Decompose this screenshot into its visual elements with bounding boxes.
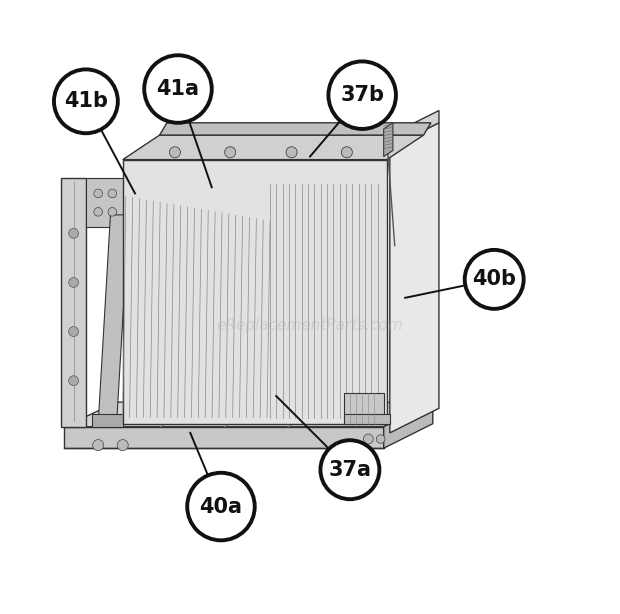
Circle shape [286,147,297,158]
Polygon shape [384,402,433,448]
Circle shape [108,208,117,216]
Circle shape [187,473,255,540]
Circle shape [144,55,212,123]
Circle shape [69,228,79,238]
Circle shape [224,147,236,158]
Text: 41a: 41a [156,79,200,99]
Polygon shape [64,402,433,427]
Polygon shape [86,178,126,227]
Polygon shape [384,123,393,157]
Polygon shape [123,135,423,160]
Text: eReplacementParts.com: eReplacementParts.com [216,318,404,333]
Circle shape [69,376,79,386]
Text: 41b: 41b [64,91,108,111]
Text: 40a: 40a [200,497,242,516]
Circle shape [108,189,117,198]
Circle shape [342,147,352,158]
Polygon shape [92,414,123,427]
Circle shape [376,435,385,443]
Polygon shape [343,414,390,424]
Circle shape [363,434,373,444]
Circle shape [69,327,79,336]
Circle shape [329,61,396,129]
Circle shape [54,69,118,133]
Polygon shape [390,123,439,433]
Text: 37a: 37a [329,460,371,480]
Polygon shape [159,123,431,135]
Polygon shape [390,111,439,147]
Polygon shape [343,393,384,418]
Circle shape [117,440,128,451]
Circle shape [69,278,79,287]
Polygon shape [98,215,129,424]
Circle shape [94,189,102,198]
Circle shape [94,208,102,216]
Polygon shape [61,178,86,427]
Polygon shape [123,160,387,424]
Text: 40b: 40b [472,270,516,289]
Circle shape [92,440,104,451]
Circle shape [465,250,524,309]
Circle shape [321,440,379,499]
Text: 37b: 37b [340,85,384,105]
Polygon shape [64,427,384,448]
Circle shape [169,147,180,158]
